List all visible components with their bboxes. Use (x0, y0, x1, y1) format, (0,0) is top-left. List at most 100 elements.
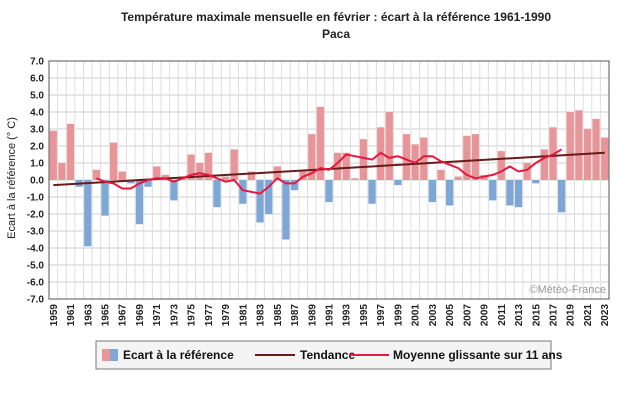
x-tick-label: 1995 (359, 304, 370, 327)
y-tick-label: 6.0 (30, 74, 44, 85)
x-tick-label: 2021 (583, 304, 594, 327)
bar (325, 180, 333, 203)
bar (84, 180, 92, 247)
lines (53, 148, 605, 195)
y-axis-label: Ecart à la référence (° C) (6, 117, 18, 239)
x-tick-label: 1971 (152, 304, 163, 327)
bar (308, 134, 316, 180)
bar (118, 171, 126, 180)
bar (471, 134, 480, 180)
bar (420, 137, 428, 180)
x-tick-label: 1961 (66, 304, 77, 327)
bar (575, 110, 583, 180)
x-tick-label: 1989 (307, 304, 318, 327)
legend-label-bars: Ecart à la référence (123, 348, 234, 362)
x-tick-label: 1965 (101, 304, 112, 327)
bar (601, 137, 609, 180)
bar (342, 152, 350, 180)
y-tick-label: 0.0 (30, 176, 44, 187)
y-tick-label: 1.0 (30, 159, 44, 170)
y-tick-label: -6.0 (27, 278, 45, 289)
bar (204, 152, 213, 180)
bar (359, 139, 368, 180)
x-tick-label: 1987 (290, 304, 301, 327)
bar (489, 180, 497, 201)
x-tick-label: 1969 (135, 304, 146, 327)
x-tick-label: 2017 (549, 304, 560, 327)
x-tick-label: 1967 (118, 304, 129, 327)
x-tick-label: 1997 (376, 304, 387, 327)
legend: Ecart à la référence Tendance Moyenne glis… (95, 340, 563, 370)
x-tick-label: 2015 (531, 304, 542, 327)
bar (394, 180, 402, 186)
moving-average-line (96, 148, 563, 195)
x-tick-label: 1959 (49, 304, 60, 327)
x-tick-label: 1973 (169, 304, 180, 327)
bar (333, 152, 342, 180)
axes: 7.0 6.0 5.0 4.0 3.0 2.0 1.0 0.0 -1.0 -2.0 -3.0 -4.0… (27, 57, 611, 327)
legend-box (95, 340, 552, 370)
bar (592, 118, 600, 180)
bar (437, 169, 445, 180)
bar (144, 180, 152, 187)
x-tick-label: 2007 (462, 304, 473, 327)
bar (316, 106, 325, 180)
bar (514, 180, 523, 208)
bar (497, 151, 505, 180)
bar (221, 176, 230, 180)
x-tick-label: 1977 (204, 304, 215, 327)
bar (66, 123, 75, 180)
x-tick-label: 2011 (497, 304, 508, 326)
bar (385, 112, 393, 180)
chart-subtitle: Paca (322, 27, 350, 41)
x-tick-label: 2019 (566, 304, 577, 327)
bar (454, 176, 462, 180)
bar (351, 178, 359, 180)
bar (247, 171, 256, 180)
legend-label-trend: Tendance (300, 348, 355, 362)
bar (196, 163, 204, 180)
bar (273, 166, 281, 180)
bar (557, 180, 566, 213)
bar (230, 149, 238, 180)
bar (239, 180, 247, 204)
y-tick-label: 3.0 (30, 125, 44, 136)
bar (265, 180, 273, 214)
bar (187, 154, 195, 180)
x-tick-label: 1993 (342, 304, 353, 327)
legend-label-moving-average: Moyenne glissante sur 11 ans (393, 348, 563, 362)
x-tick-label: 1975 (187, 304, 198, 327)
bar (523, 163, 531, 180)
bar (213, 180, 221, 208)
x-tick-label: 1999 (393, 304, 404, 327)
x-tick-label: 2009 (480, 304, 491, 327)
bar (256, 180, 264, 223)
grid (48, 60, 610, 300)
bar (58, 163, 66, 180)
bar (368, 180, 376, 204)
watermark: ©Météo-France (529, 284, 606, 296)
bar (101, 180, 109, 216)
bar (566, 112, 574, 180)
legend-swatch-negative (110, 349, 118, 361)
x-tick-label: 1979 (221, 304, 232, 327)
bar (428, 180, 437, 203)
legend-swatch-positive (102, 349, 110, 361)
y-tick-label: -7.0 (27, 295, 45, 306)
x-tick-label: 2001 (411, 304, 422, 327)
bars (49, 106, 609, 247)
plot-frame (48, 60, 610, 300)
bar (463, 135, 471, 180)
bar (127, 180, 135, 184)
x-tick-label: 2003 (428, 304, 439, 327)
bar (445, 180, 454, 206)
x-tick-label: 2023 (600, 304, 611, 327)
y-tick-label: -1.0 (27, 193, 45, 204)
x-tick-label: 2013 (514, 304, 525, 327)
y-tick-label: 7.0 (30, 57, 44, 68)
bar (170, 180, 178, 201)
x-tick-label: 2005 (445, 304, 456, 327)
bar (402, 134, 411, 180)
y-tick-label: -2.0 (27, 210, 45, 221)
